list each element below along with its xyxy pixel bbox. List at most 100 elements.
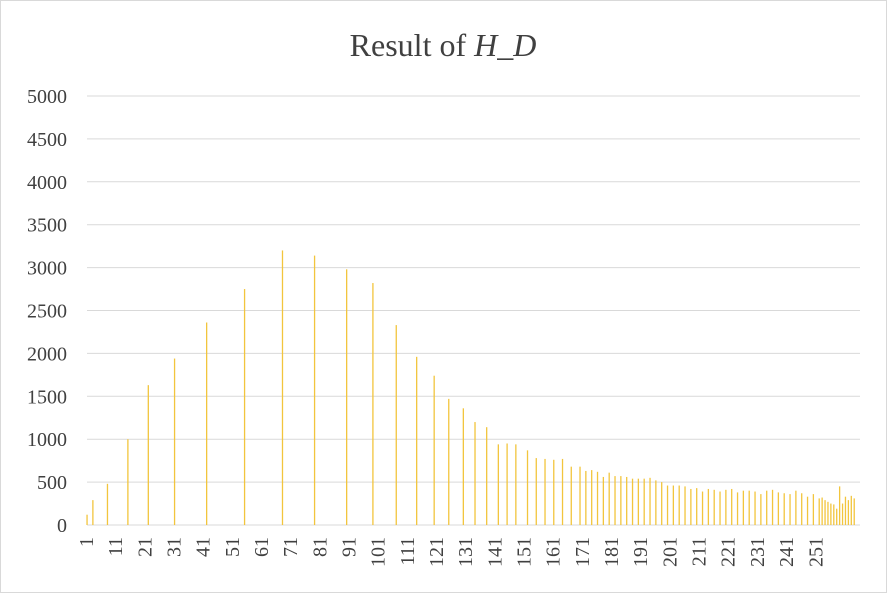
bar — [448, 398, 450, 525]
bar — [789, 494, 791, 525]
bar — [801, 493, 803, 525]
bar — [626, 476, 628, 525]
y-tick-label: 0 — [57, 515, 67, 537]
bar — [649, 477, 651, 525]
y-axis-labels: 0 500 1000 1500 2000 2500 3000 3500 4000 4500 5000 — [27, 86, 67, 537]
bar — [836, 508, 838, 525]
bar — [535, 458, 537, 525]
bar — [643, 478, 645, 525]
bar — [777, 492, 780, 525]
bar — [570, 466, 572, 525]
grid-lines — [87, 95, 860, 526]
bar — [486, 427, 488, 525]
bar — [707, 488, 710, 525]
y-tick-label: 1500 — [27, 386, 67, 408]
bar — [637, 478, 640, 525]
bar — [830, 503, 832, 525]
bar — [838, 486, 841, 525]
bar — [818, 498, 820, 525]
x-tick-label: 161 — [543, 537, 565, 567]
x-axis-labels: 1 11 21 31 41 51 61 71 81 91 101 111 121 131 141 151 161… — [76, 537, 827, 567]
x-tick-label: 121 — [426, 537, 448, 567]
bar — [313, 255, 316, 525]
bar — [754, 491, 756, 525]
y-tick-label: 2000 — [27, 343, 67, 365]
x-tick-label: 51 — [222, 537, 244, 557]
x-tick-label: 221 — [718, 537, 740, 567]
bar — [585, 470, 587, 525]
bar — [206, 322, 208, 525]
chart-title: Result of H_D — [350, 27, 537, 63]
bar — [806, 496, 809, 525]
bar — [766, 490, 768, 525]
y-tick-label: 4500 — [27, 129, 67, 151]
x-tick-label: 151 — [514, 537, 536, 567]
bar — [701, 491, 704, 525]
bar — [833, 504, 835, 525]
x-tick-label: 231 — [747, 537, 769, 567]
bar — [725, 489, 727, 525]
x-tick-label: 91 — [339, 537, 361, 557]
x-tick-label: 251 — [805, 537, 827, 567]
x-tick-label: 71 — [280, 537, 302, 557]
chart-title-italic: H_D — [473, 27, 536, 63]
bar — [608, 472, 610, 525]
bar — [506, 443, 508, 525]
bar — [515, 444, 517, 525]
chart-title-plain: Result of — [350, 27, 474, 63]
x-tick-label: 171 — [572, 537, 594, 567]
x-tick-label: 31 — [164, 537, 186, 557]
bar — [666, 485, 669, 525]
bar — [783, 493, 785, 525]
bar — [433, 375, 435, 525]
y-tick-label: 2500 — [27, 301, 67, 323]
bar — [281, 250, 284, 525]
bar — [127, 439, 129, 525]
bar — [824, 500, 826, 525]
bar — [684, 486, 686, 525]
bar — [850, 495, 852, 525]
bar — [631, 478, 634, 525]
bar — [620, 476, 622, 525]
x-tick-label: 1 — [76, 537, 98, 547]
bar — [760, 494, 762, 525]
bar — [847, 500, 850, 525]
bar — [678, 485, 680, 525]
x-tick-label: 101 — [368, 537, 390, 567]
y-tick-label: 500 — [37, 472, 67, 494]
bar — [844, 496, 847, 525]
x-tick-label: 211 — [689, 537, 711, 566]
x-tick-label: 41 — [193, 537, 215, 557]
bar — [841, 503, 844, 525]
bar — [853, 498, 855, 525]
y-tick-label: 5000 — [27, 86, 67, 108]
bar — [147, 385, 149, 525]
bar — [602, 476, 605, 525]
bar — [92, 500, 94, 525]
bar — [395, 325, 397, 525]
bar — [655, 480, 657, 525]
bar — [544, 458, 546, 525]
bar — [672, 485, 675, 525]
bar — [795, 490, 797, 525]
bar — [372, 283, 374, 525]
bar — [86, 514, 88, 525]
x-tick-label: 81 — [309, 537, 331, 557]
x-tick-label: 201 — [659, 537, 681, 567]
bar — [690, 488, 692, 525]
x-tick-label: 61 — [251, 537, 273, 557]
x-tick-label: 11 — [105, 537, 127, 556]
bar — [713, 489, 715, 525]
bar — [614, 476, 616, 525]
bar — [173, 358, 176, 525]
y-tick-label: 4000 — [27, 172, 67, 194]
bar — [812, 494, 815, 525]
y-tick-label: 1000 — [27, 429, 67, 451]
bar — [526, 450, 529, 525]
bar — [243, 289, 246, 525]
bar — [771, 489, 774, 525]
y-tick-label: 3500 — [27, 215, 67, 237]
bar — [474, 422, 476, 525]
